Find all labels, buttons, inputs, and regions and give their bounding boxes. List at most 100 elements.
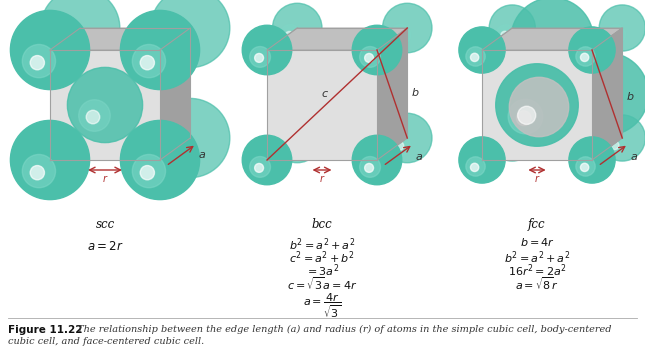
Circle shape [243,135,292,185]
Circle shape [511,0,593,80]
Text: The relationship between the edge length (a) and radius (r) of atoms in the simp: The relationship between the edge length… [74,325,611,334]
Circle shape [297,86,345,134]
Circle shape [382,113,432,163]
Polygon shape [267,28,407,50]
Circle shape [30,166,45,180]
Circle shape [272,113,322,163]
Circle shape [496,64,579,146]
Circle shape [30,55,45,70]
Circle shape [501,31,509,40]
Text: $c^2 = a^2 + b^2$: $c^2 = a^2 + b^2$ [289,249,355,266]
Circle shape [606,135,626,154]
Circle shape [279,36,395,152]
Circle shape [508,99,543,134]
Circle shape [121,11,199,90]
Circle shape [576,47,595,66]
Text: $r$: $r$ [319,173,325,184]
Text: cubic cell, and face-centered cubic cell.: cubic cell, and face-centered cubic cell… [8,337,204,346]
Circle shape [501,141,509,150]
Circle shape [517,111,531,126]
Circle shape [510,77,569,137]
Polygon shape [482,28,622,50]
Circle shape [352,25,402,75]
Circle shape [489,115,535,161]
Text: Figure 11.22: Figure 11.22 [8,325,83,335]
Text: bcc: bcc [312,218,332,231]
Circle shape [517,106,536,124]
Text: $c$: $c$ [321,89,329,99]
Circle shape [255,164,264,172]
Circle shape [308,102,329,123]
Circle shape [285,141,293,150]
Circle shape [163,132,196,166]
Circle shape [360,47,381,67]
Circle shape [569,27,615,73]
Circle shape [364,164,373,172]
Circle shape [23,45,55,78]
Text: $c = \sqrt{3}a = 4r$: $c = \sqrt{3}a = 4r$ [287,275,357,292]
Circle shape [250,157,270,177]
Text: $b$: $b$ [412,86,420,98]
Circle shape [580,163,589,172]
Text: $a = \sqrt{8}r$: $a = \sqrt{8}r$ [515,275,559,292]
Circle shape [140,166,154,180]
Circle shape [459,27,505,73]
Text: $r$: $r$ [102,173,108,184]
Circle shape [132,45,166,78]
Text: $r$: $r$ [534,173,541,184]
Circle shape [272,3,322,53]
Circle shape [10,11,90,90]
Text: fcc: fcc [528,218,546,231]
Text: $= 3a^2$: $= 3a^2$ [305,262,339,279]
Text: $a = 2r$: $a = 2r$ [86,240,123,253]
Circle shape [151,98,230,178]
Circle shape [580,53,589,61]
Circle shape [280,134,301,155]
Polygon shape [592,28,622,160]
Circle shape [611,31,619,40]
Polygon shape [267,50,377,160]
Circle shape [243,25,292,75]
Text: $b^2 = a^2 + a^2$: $b^2 = a^2 + a^2$ [289,236,355,253]
Circle shape [382,3,432,53]
Circle shape [10,120,90,200]
Circle shape [255,53,264,62]
Circle shape [599,5,645,51]
Circle shape [61,34,75,48]
Circle shape [67,67,143,143]
Circle shape [23,154,55,188]
Polygon shape [482,50,592,160]
Text: $16r^2 = 2a^2$: $16r^2 = 2a^2$ [508,262,566,279]
Circle shape [280,25,301,45]
Circle shape [395,32,404,40]
Circle shape [470,163,479,172]
Circle shape [606,25,626,44]
Text: $b^2 = a^2 + a^2$: $b^2 = a^2 + a^2$ [504,249,570,266]
Text: $a = \dfrac{4r}{\sqrt{3}}$: $a = \dfrac{4r}{\sqrt{3}}$ [303,292,341,320]
Circle shape [364,53,373,62]
Circle shape [132,154,166,188]
Circle shape [569,137,615,183]
Circle shape [466,157,485,176]
Polygon shape [160,28,190,160]
Circle shape [466,47,485,66]
Circle shape [489,5,535,51]
Circle shape [531,45,546,60]
Circle shape [611,141,619,150]
Circle shape [41,0,120,68]
Circle shape [579,88,613,123]
Circle shape [599,115,645,161]
Text: $a$: $a$ [198,150,206,160]
Circle shape [459,137,505,183]
Circle shape [52,22,86,56]
Text: scc: scc [95,218,115,231]
Circle shape [170,144,184,158]
Circle shape [285,32,293,40]
Text: $b = 4r$: $b = 4r$ [519,236,555,248]
Circle shape [121,120,199,200]
Polygon shape [50,50,160,160]
Circle shape [352,135,402,185]
Polygon shape [50,28,190,50]
Circle shape [360,157,381,177]
Text: $a$: $a$ [415,152,423,162]
